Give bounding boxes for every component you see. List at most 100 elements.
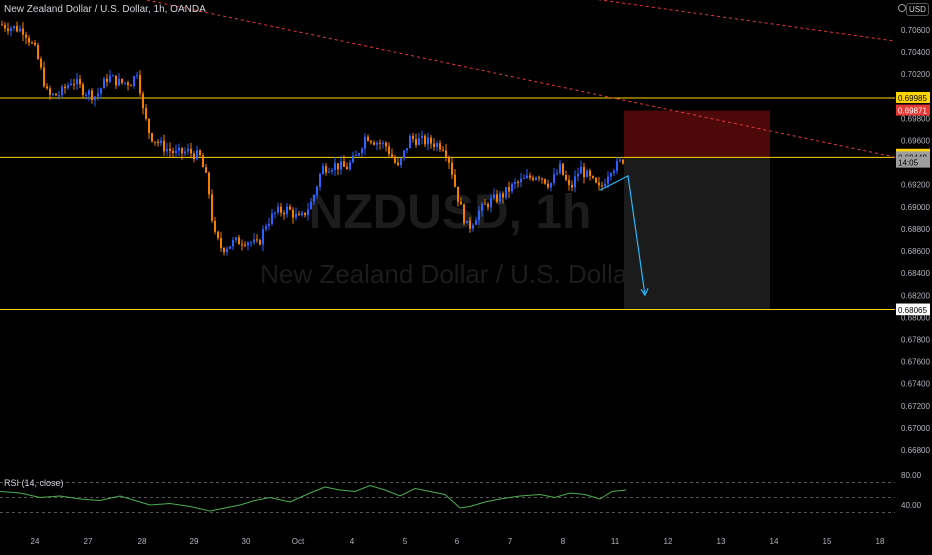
price-label: 14:05 xyxy=(898,159,919,168)
candle-body xyxy=(430,137,432,144)
candle-body xyxy=(355,155,357,157)
candle-body xyxy=(445,150,447,158)
time-tick-label: 7 xyxy=(508,537,513,546)
time-tick-label: 8 xyxy=(561,537,566,546)
candle-body xyxy=(166,148,168,152)
candle-body xyxy=(622,159,624,164)
candle-body xyxy=(55,93,57,96)
candle-body xyxy=(340,161,342,170)
currency-badge[interactable]: USD xyxy=(906,3,929,16)
candle-body xyxy=(556,173,558,175)
candle-body xyxy=(601,185,603,187)
candle-body xyxy=(454,174,456,187)
price-tick-label: 0.68000 xyxy=(901,313,930,322)
time-tick-label: 27 xyxy=(84,537,93,546)
rsi-tick-label: 80.00 xyxy=(901,471,922,480)
time-tick-label: 29 xyxy=(190,537,199,546)
candle-body xyxy=(202,155,204,168)
candle-body xyxy=(370,140,372,143)
alert-icon[interactable] xyxy=(898,4,906,12)
candle-body xyxy=(307,209,309,216)
candle-body xyxy=(394,157,396,163)
candle-body xyxy=(217,231,219,239)
candle-body xyxy=(490,197,492,208)
candle-body xyxy=(442,149,444,151)
price-tick-label: 0.69200 xyxy=(901,181,930,190)
candle-body xyxy=(265,225,267,230)
candle-body xyxy=(289,206,291,210)
candle-body xyxy=(418,138,420,145)
candle-body xyxy=(550,182,552,188)
price-label-box xyxy=(896,91,930,103)
candle-body xyxy=(580,166,582,174)
candle-body xyxy=(136,75,138,77)
candle-body xyxy=(295,213,297,218)
price-tick-label: 0.69800 xyxy=(901,114,930,123)
price-tick-label: 0.68600 xyxy=(901,247,930,256)
candle-body xyxy=(22,28,24,35)
candle-body xyxy=(328,171,330,173)
price-label-box xyxy=(896,156,930,168)
price-label: 0.68065 xyxy=(898,306,927,315)
candle-body xyxy=(112,75,114,77)
candle-body xyxy=(523,178,525,180)
candle-body xyxy=(526,175,528,179)
stop-loss-zone xyxy=(624,110,770,158)
candle-body xyxy=(481,203,483,211)
candle-body xyxy=(502,193,504,198)
candle-body xyxy=(403,150,405,159)
price-tick-label: 0.67800 xyxy=(901,335,930,344)
candle-body xyxy=(190,148,192,154)
candle-body xyxy=(94,96,96,100)
candle-body xyxy=(349,162,351,170)
candle-body xyxy=(589,170,591,177)
price-label: 0.69871 xyxy=(898,107,927,116)
candle-body xyxy=(325,166,327,173)
candle-body xyxy=(607,176,609,184)
candle-body xyxy=(337,163,339,170)
candle-body xyxy=(139,75,141,94)
candle-body xyxy=(103,78,105,89)
candle-body xyxy=(124,82,126,84)
time-tick-label: 24 xyxy=(31,537,40,546)
candle-body xyxy=(184,151,186,154)
time-tick-label: 6 xyxy=(455,537,460,546)
price-label-box xyxy=(896,304,930,316)
candle-body xyxy=(559,163,561,174)
chart-title: New Zealand Dollar / U.S. Dollar, 1h, OA… xyxy=(4,4,206,15)
candle-body xyxy=(505,187,507,198)
candle-body xyxy=(472,224,474,229)
candle-body xyxy=(205,167,207,173)
candle-body xyxy=(142,93,144,109)
price-tick-label: 0.67200 xyxy=(901,402,930,411)
candle-body xyxy=(220,238,222,248)
candle-body xyxy=(583,166,585,178)
candle-body xyxy=(571,184,573,188)
candle-body xyxy=(76,79,78,85)
time-tick-label: 5 xyxy=(403,537,408,546)
candle-body xyxy=(376,142,378,145)
candle-body xyxy=(568,179,570,185)
candle-body xyxy=(172,150,174,154)
price-label: 0.69985 xyxy=(898,94,927,103)
candle-body xyxy=(274,212,276,214)
candle-body xyxy=(385,142,387,147)
price-tick-label: 0.66800 xyxy=(901,446,930,455)
time-tick-label: 28 xyxy=(138,537,147,546)
candle-body xyxy=(604,183,606,187)
candle-body xyxy=(421,135,423,139)
watermark-symbol: NZDUSD, 1h xyxy=(309,186,592,239)
candle-body xyxy=(508,187,510,192)
candle-body xyxy=(484,203,486,205)
candle-body xyxy=(175,150,177,154)
candle-body xyxy=(553,174,555,183)
candle-body xyxy=(109,75,111,82)
time-tick-label: 30 xyxy=(242,537,251,546)
trend-line xyxy=(597,0,896,42)
candle-body xyxy=(532,177,534,180)
candle-body xyxy=(1,24,3,26)
candle-body xyxy=(319,174,321,187)
candle-body xyxy=(538,177,540,179)
